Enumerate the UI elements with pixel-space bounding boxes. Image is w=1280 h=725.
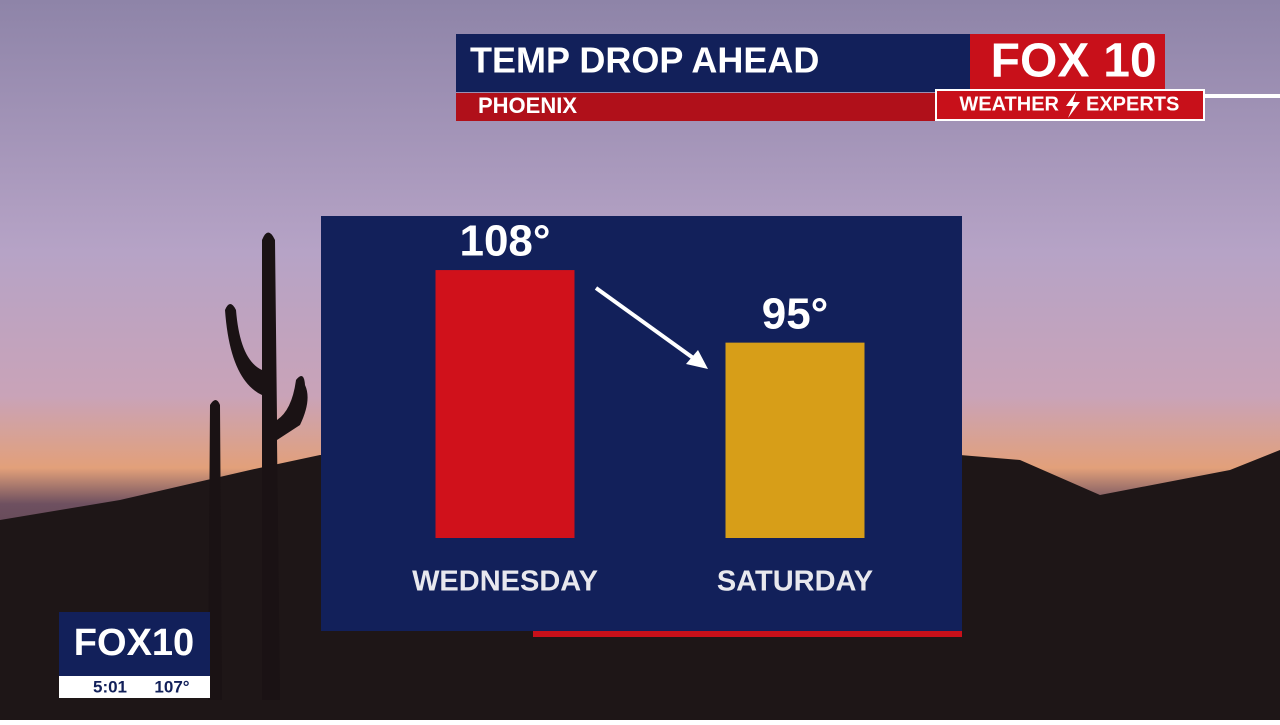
bar xyxy=(435,270,575,538)
arrow-head xyxy=(686,350,708,369)
bug-time: 5:01 xyxy=(93,677,127,696)
bug-top xyxy=(59,612,210,676)
plot: WEDNESDAY 108° SATURDAY 95° xyxy=(412,217,873,598)
value-label: 108° xyxy=(459,217,550,266)
value-label: 95° xyxy=(762,289,829,338)
cactus xyxy=(208,232,308,700)
header-subtitle: PHOENIX xyxy=(478,93,577,118)
category-label: SATURDAY xyxy=(717,566,873,598)
panel-accent xyxy=(533,631,962,637)
category-label: WEDNESDAY xyxy=(412,566,598,598)
logo-box xyxy=(970,34,1165,92)
tag-left: WEATHER xyxy=(959,93,1059,115)
header-bar xyxy=(456,34,970,92)
header-title: TEMP DROP AHEAD xyxy=(470,40,819,81)
tag-right: EXPERTS xyxy=(1086,93,1179,115)
bar xyxy=(725,342,865,538)
bug-bottom xyxy=(59,676,210,698)
rule xyxy=(1204,94,1280,98)
bolt xyxy=(1066,92,1080,118)
bug-logo: FOX10 xyxy=(74,622,194,664)
logo-num: 10 xyxy=(1103,35,1156,88)
logo-fox: FOX xyxy=(991,35,1090,88)
arrow xyxy=(594,286,698,362)
bug-temp: 107° xyxy=(154,677,189,696)
header-sub-bar xyxy=(456,93,936,121)
